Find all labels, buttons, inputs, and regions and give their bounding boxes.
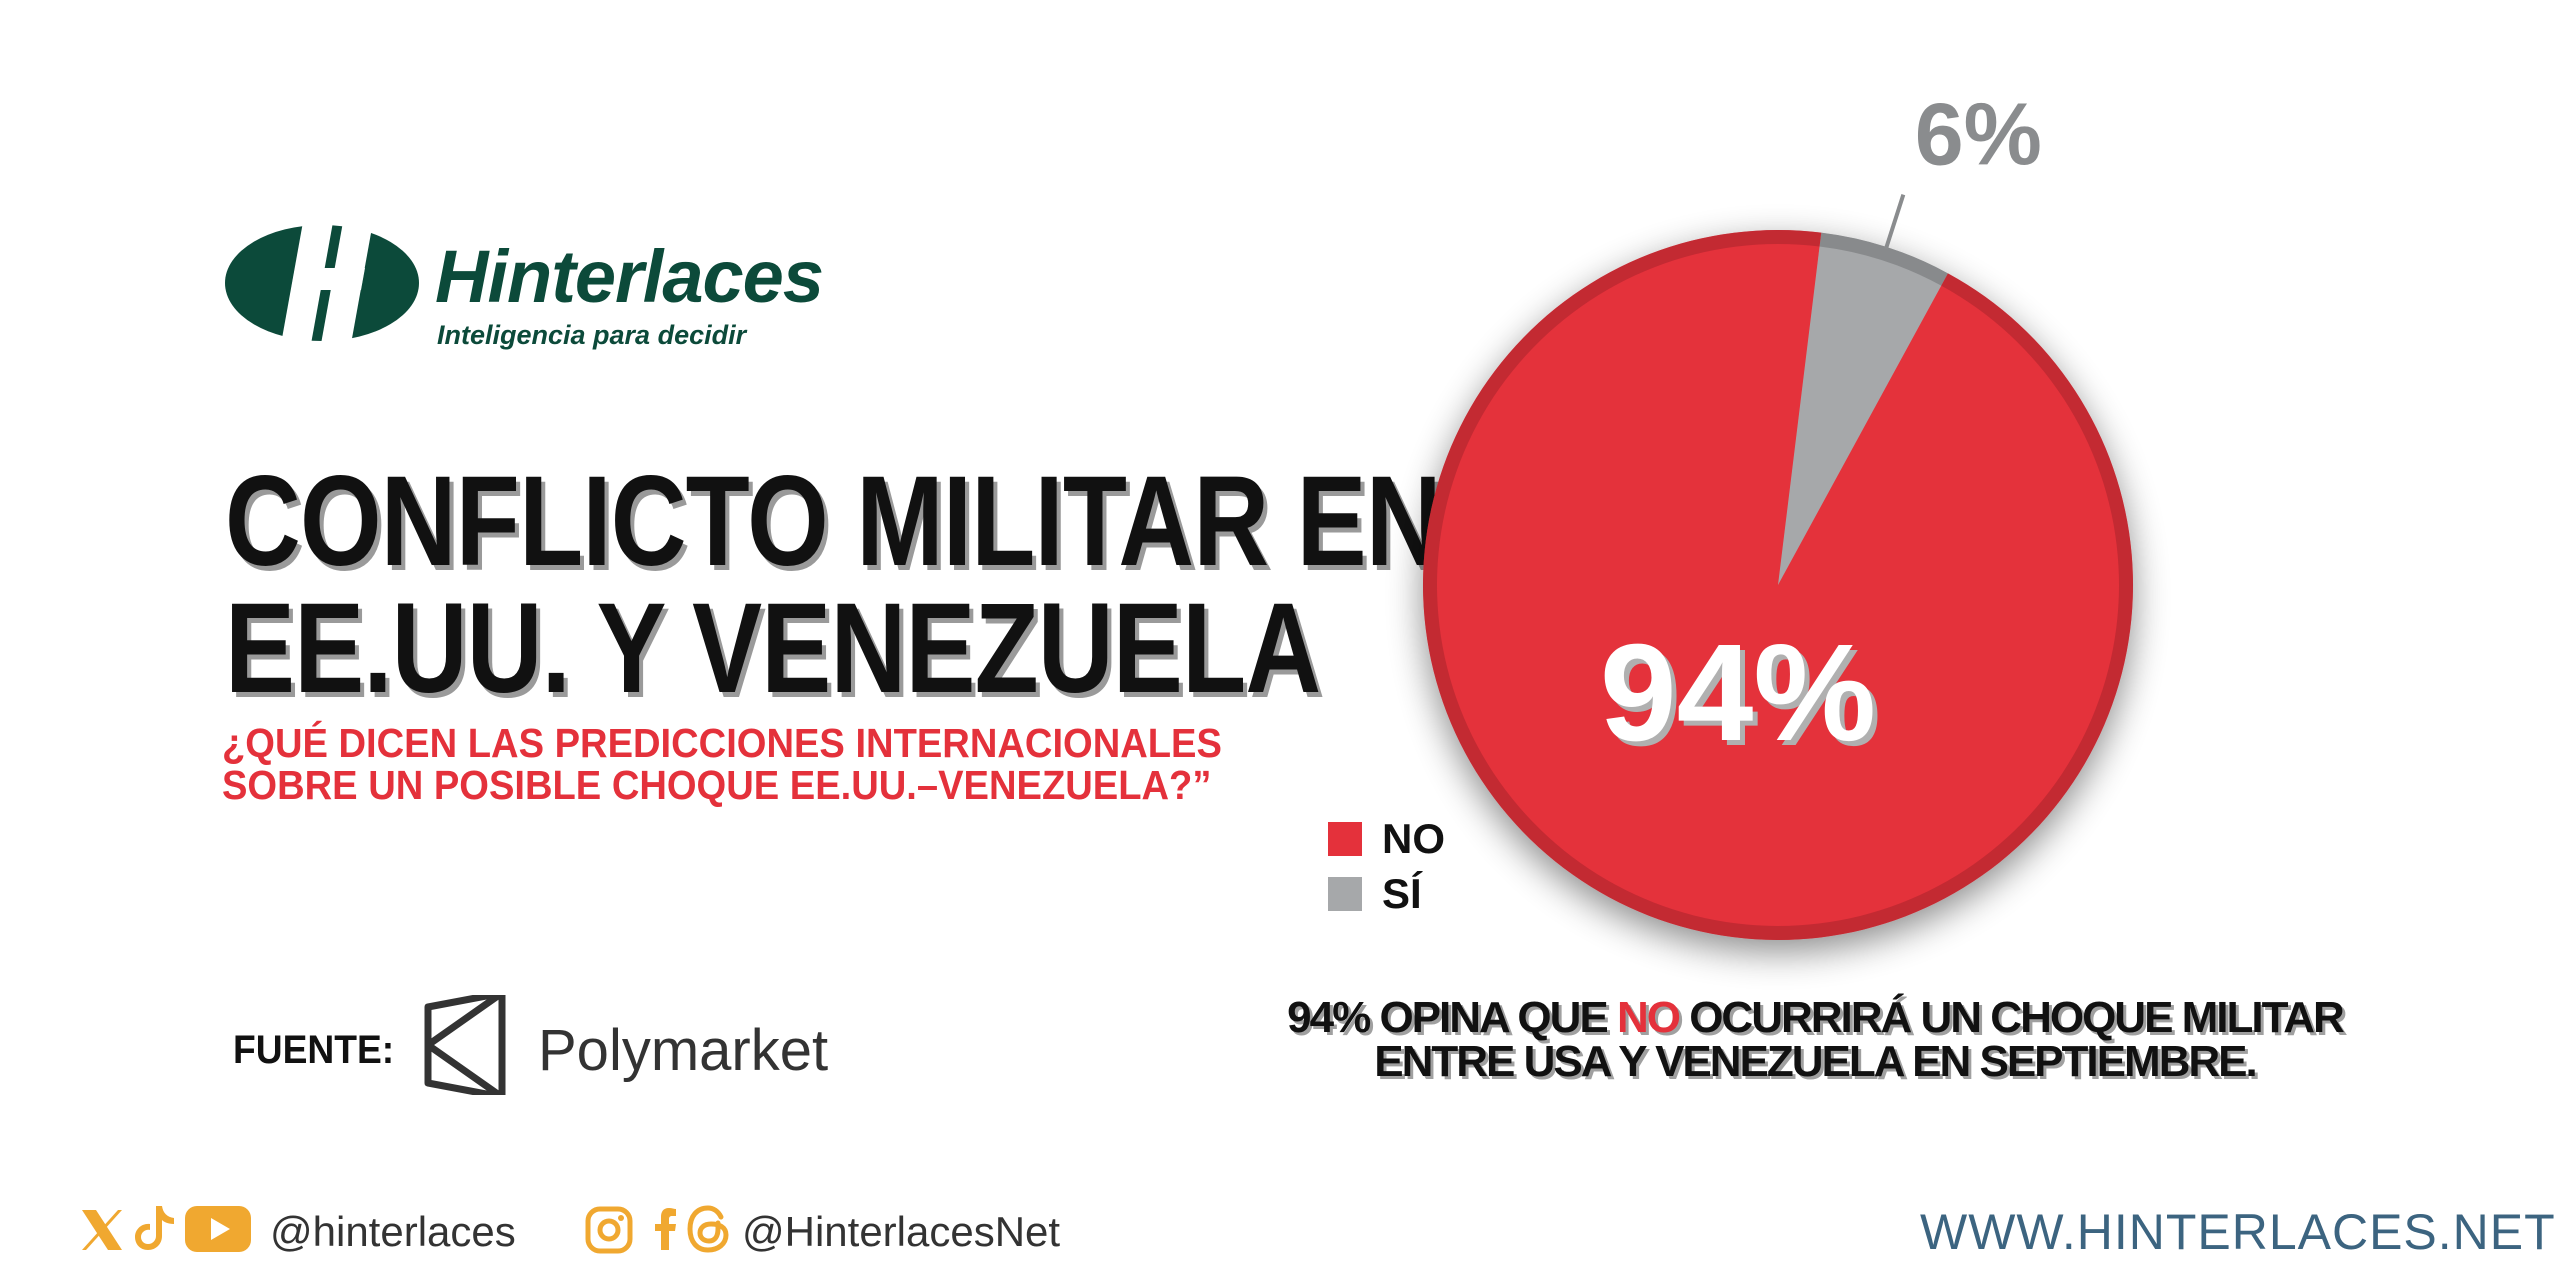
hinterlaces-logo: Hinterlaces Inteligencia para decidir [225,222,905,362]
caption-text-before: 94% OPINA QUE [1287,993,1617,1042]
source-label: FUENTE: [233,1028,395,1072]
data-label-no: 94% [1600,616,1876,770]
legend-label-no: NO [1382,815,1445,862]
social-handle-2[interactable]: @HinterlacesNet [742,1208,1061,1255]
subheadline-line-1: ¿QUÉ DICEN LAS PREDICCIONES INTERNACIONA… [222,720,1222,766]
legend-item-si: SÍ [1328,873,1422,915]
caption-text-after: OCURRIRÁ UN CHOQUE MILITAR [1678,993,2345,1042]
legend-swatch-no [1328,822,1362,856]
facebook-icon[interactable] [640,1202,692,1254]
polymarket-logo-icon [424,995,506,1095]
source-name: Polymarket [538,1018,829,1083]
tiktok-icon[interactable] [128,1202,180,1254]
legend-item-no: NO [1328,818,1445,860]
data-label-si: 6% [1915,85,2042,184]
caption-line-1: 94% OPINA QUE NO OCURRIRÁ UN CHOQUE MILI… [1215,996,2415,1040]
brand-name: Hinterlaces [435,235,824,318]
headline-line-1: CONFLICTO MILITAR ENTRE [225,450,1649,593]
caption-line-2: ENTRE USA Y VENEZUELA EN SEPTIEMBRE. [1374,1037,2258,1086]
pie-rim-si [1819,232,1948,286]
social-handle-1[interactable]: @hinterlaces [270,1208,516,1255]
threads-icon[interactable] [683,1203,735,1255]
hinterlaces-logo-mark [225,222,419,344]
brand-tagline: Inteligencia para decidir [437,320,747,350]
youtube-icon[interactable] [185,1206,251,1252]
pie-slice-no [1423,229,2133,941]
legend-swatch-si [1328,877,1362,911]
subheadline-line-2: SOBRE UN POSIBLE CHOQUE EE.UU.–VENEZUELA… [222,762,1212,808]
pie-chart: 94% 6% [1423,85,2133,941]
caption-highlight: NO [1616,993,1681,1042]
x-icon[interactable] [76,1204,128,1256]
instagram-icon[interactable] [583,1204,635,1256]
website-link[interactable]: WWW.HINTERLACES.NET [1920,1204,2556,1260]
pie-slice-si [1778,232,1948,585]
leader-line-si [1884,194,1906,250]
legend-label-si: SÍ [1382,870,1422,917]
headline-line-2: EE.UU. Y VENEZUELA [225,577,1321,720]
